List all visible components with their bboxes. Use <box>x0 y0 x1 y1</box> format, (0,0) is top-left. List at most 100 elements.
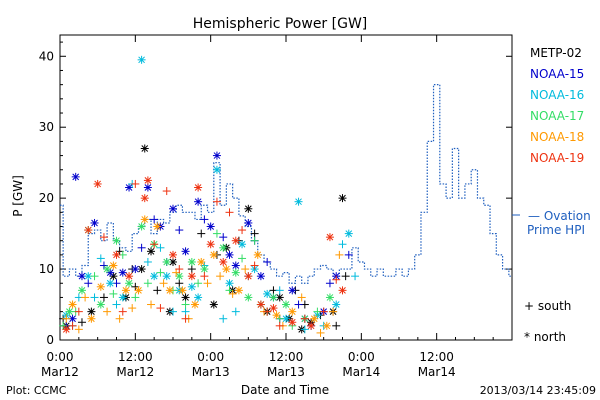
legend-item-metp-02: METP-02 <box>530 46 582 60</box>
point-metp-02-south <box>341 272 350 281</box>
point-noaa-19-south <box>175 265 184 274</box>
point-noaa-16-north <box>212 165 221 174</box>
point-noaa-16-north <box>238 240 247 249</box>
point-noaa-17-north <box>162 257 171 266</box>
point-noaa-15-south <box>219 233 228 242</box>
x-tick-label-time: 0:00 <box>47 350 74 364</box>
point-noaa-17-south <box>250 236 259 245</box>
point-noaa-18-north <box>178 286 187 295</box>
scatter-points-layer <box>59 55 360 337</box>
point-noaa-18-north <box>153 222 162 231</box>
point-noaa-19-south <box>332 275 341 284</box>
point-noaa-17-north <box>77 286 86 295</box>
point-noaa-17-north <box>325 293 334 302</box>
y-axis-label: P [GW] <box>11 175 25 217</box>
point-noaa-19-north <box>206 240 215 249</box>
y-tick-label: 20 <box>39 191 54 205</box>
point-noaa-19-north <box>231 236 240 245</box>
point-noaa-19-north <box>62 325 71 334</box>
point-noaa-19-south <box>300 314 309 323</box>
point-noaa-18-north <box>209 250 218 259</box>
point-noaa-17-south <box>156 268 165 277</box>
point-metp-02-south <box>197 229 206 238</box>
point-noaa-17-north <box>219 243 228 252</box>
point-noaa-18-north <box>165 286 174 295</box>
point-noaa-18-north <box>109 261 118 270</box>
point-noaa-18-south <box>62 314 71 323</box>
point-noaa-18-north <box>322 321 331 330</box>
legend-item-noaa-19: NOAA-19 <box>530 151 584 165</box>
point-noaa-18-north <box>87 314 96 323</box>
y-tick-label: 30 <box>39 120 54 134</box>
point-noaa-16-north <box>118 293 127 302</box>
y-axis-ticks: 0 10 20 30 40 <box>39 41 512 347</box>
point-noaa-17-north <box>125 279 134 288</box>
point-noaa-19-north <box>256 300 265 309</box>
x-tick-label-date: Mar13 <box>192 365 230 379</box>
point-noaa-18-north <box>134 286 143 295</box>
point-noaa-19-north <box>194 183 203 192</box>
point-noaa-19-south <box>74 307 83 316</box>
point-noaa-19-south <box>275 321 284 330</box>
point-noaa-16-north <box>137 55 146 64</box>
point-noaa-16-south <box>231 307 240 316</box>
point-noaa-18-south <box>216 272 225 281</box>
footer-right: 2013/03/14 23:45:09 <box>480 384 596 397</box>
point-noaa-18-south <box>316 328 325 337</box>
point-noaa-19-north <box>84 226 93 235</box>
point-noaa-17-north <box>103 265 112 274</box>
point-noaa-16-south <box>90 293 99 302</box>
point-noaa-15-south <box>84 279 93 288</box>
point-noaa-19-north <box>219 257 228 266</box>
point-noaa-16-north <box>187 282 196 291</box>
point-noaa-19-south <box>99 233 108 242</box>
point-noaa-16-south <box>96 254 105 263</box>
ovation-line-layer <box>60 84 512 284</box>
point-noaa-19-south <box>319 307 328 316</box>
point-noaa-18-south <box>147 300 156 309</box>
point-noaa-17-north <box>137 222 146 231</box>
x-tick-label-date: Mar13 <box>267 365 305 379</box>
x-axis-ticks: 0:00Mar1212:00Mar120:00Mar1312:00Mar130:… <box>41 35 494 379</box>
point-noaa-15-north <box>231 261 240 270</box>
y-tick-label: 0 <box>46 333 54 347</box>
point-noaa-17-south <box>194 279 203 288</box>
point-metp-02-south <box>99 293 108 302</box>
legend-ovation-line1: — Ovation <box>528 209 591 223</box>
point-noaa-19-north <box>288 318 297 327</box>
point-noaa-17-south <box>238 254 247 263</box>
x-tick-label-time: 0:00 <box>348 350 375 364</box>
point-noaa-18-south <box>103 307 112 316</box>
point-noaa-16-north <box>84 272 93 281</box>
point-metp-02-south <box>175 279 184 288</box>
x-tick-label-time: 12:00 <box>118 350 153 364</box>
point-noaa-18-north <box>121 286 130 295</box>
point-noaa-15-south <box>344 250 353 259</box>
point-noaa-18-south <box>159 279 168 288</box>
ovation-prime-hpi-line <box>60 84 512 284</box>
point-noaa-18-north <box>272 311 281 320</box>
point-noaa-19-north <box>187 272 196 281</box>
point-noaa-17-north <box>244 293 253 302</box>
point-metp-02-north <box>209 300 218 309</box>
point-noaa-19-north <box>244 272 253 281</box>
point-noaa-16-south <box>156 243 165 252</box>
point-noaa-19-south <box>68 321 77 330</box>
point-noaa-15-north <box>118 268 127 277</box>
x-tick-label-time: 12:00 <box>419 350 454 364</box>
legend-item-noaa-18: NOAA-18 <box>530 130 584 144</box>
point-noaa-16-north <box>150 272 159 281</box>
point-noaa-15-north <box>288 286 297 295</box>
point-noaa-15-south <box>175 226 184 235</box>
point-noaa-18-south <box>81 293 90 302</box>
point-noaa-17-south <box>90 272 99 281</box>
legend-item-noaa-16: NOAA-16 <box>530 88 584 102</box>
point-noaa-17-north <box>96 300 105 309</box>
point-noaa-15-north <box>206 222 215 231</box>
point-noaa-16-north <box>106 279 115 288</box>
point-metp-02-north <box>87 307 96 316</box>
point-noaa-16-north <box>263 289 272 298</box>
point-noaa-16-south <box>143 257 152 266</box>
point-noaa-19-north <box>112 250 121 259</box>
